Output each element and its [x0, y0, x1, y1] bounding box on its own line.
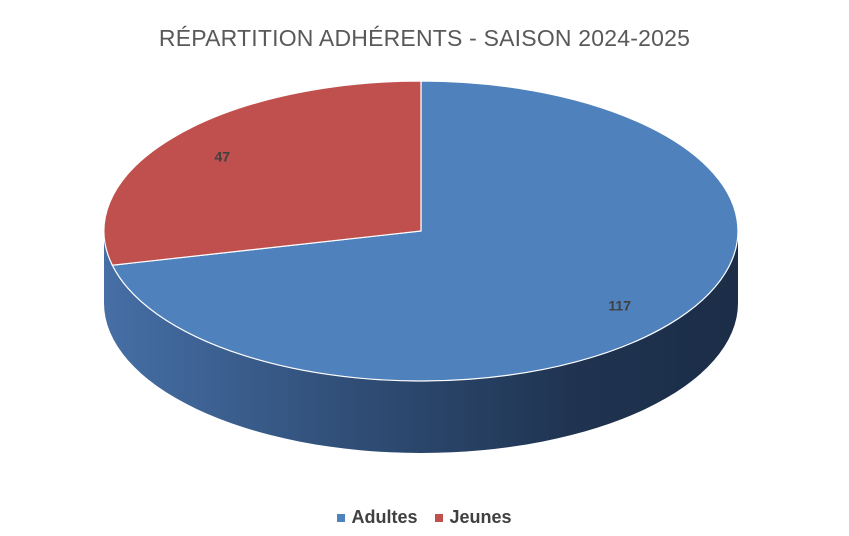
legend-swatch-adultes: [337, 513, 346, 522]
legend-label-jeunes: Jeunes: [449, 507, 512, 527]
legend-item-jeunes: Jeunes: [435, 507, 512, 528]
chart-title: RÉPARTITION ADHÉRENTS - SAISON 2024-2025: [158, 25, 691, 51]
legend-label-adultes: Adultes: [351, 507, 418, 527]
data-label-adultes: 117: [608, 298, 631, 314]
data-label-jeunes: 47: [215, 148, 231, 164]
legend: Adultes Jeunes: [0, 507, 849, 528]
pie-slice-jeunes: [103, 80, 422, 266]
pie-side-wall: [104, 231, 738, 453]
pie-slice-adultes: [111, 80, 739, 382]
legend-item-adultes: Adultes: [337, 507, 417, 528]
legend-swatch-jeunes: [435, 513, 444, 522]
